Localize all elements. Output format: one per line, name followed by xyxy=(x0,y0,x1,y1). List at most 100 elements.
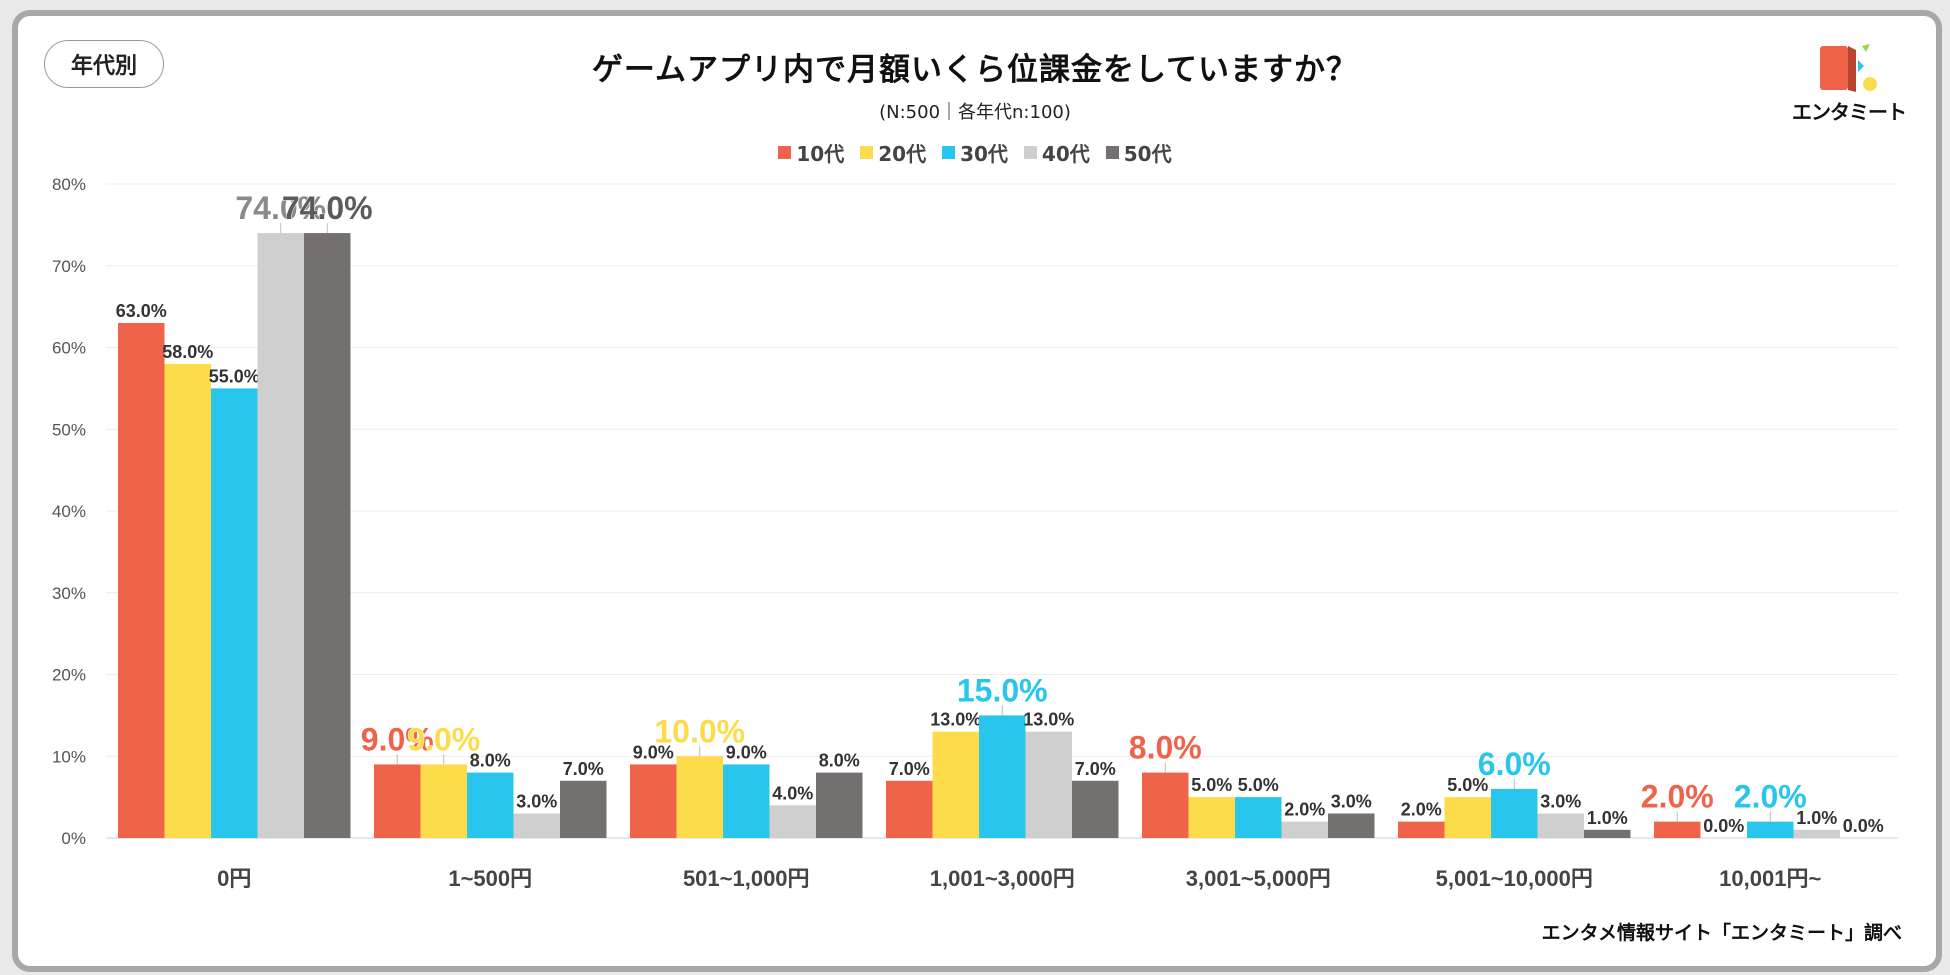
chart-subtitle: (N:500｜各年代n:100) xyxy=(879,102,1071,123)
source-note: エンタメ情報サイト「エンタミート」調べ xyxy=(1541,922,1902,944)
legend-label: 10代 xyxy=(796,142,845,166)
data-label: 3.0% xyxy=(1331,791,1372,811)
data-label: 2.0% xyxy=(1641,779,1714,815)
legend-label: 50代 xyxy=(1123,142,1172,166)
data-label: 4.0% xyxy=(772,783,813,803)
data-label: 58.0% xyxy=(162,342,213,362)
bar xyxy=(1747,821,1794,838)
data-label: 74.0% xyxy=(282,190,373,226)
legend: 10代 20代 30代 40代 50代 xyxy=(0,138,1950,167)
category-label: 10,001円~ xyxy=(1719,866,1821,891)
legend-label: 40代 xyxy=(1041,142,1090,166)
bar xyxy=(211,388,258,838)
legend-swatch xyxy=(1023,146,1037,159)
legend-label: 30代 xyxy=(960,142,1008,166)
data-label: 74.0% xyxy=(235,190,326,226)
chart-title: ゲームアプリ内で月額いくら位課金をしていますか？ xyxy=(591,52,1359,88)
category-label: 1,001~3,000円 xyxy=(930,866,1075,891)
data-label: 8.0% xyxy=(470,751,511,771)
data-label: 6.0% xyxy=(1478,746,1551,782)
category-label: 5,001~10,000円 xyxy=(1436,866,1593,891)
bar xyxy=(1328,813,1375,838)
data-label: 13.0% xyxy=(930,710,981,730)
data-label: 3.0% xyxy=(516,791,557,811)
category-label: 501~1,000円 xyxy=(683,866,810,891)
data-label: 0.0% xyxy=(1843,816,1884,836)
y-tick-label: 70% xyxy=(52,257,86,276)
data-label: 0.0% xyxy=(1703,816,1744,836)
data-label: 63.0% xyxy=(116,301,167,321)
legend-label: 20代 xyxy=(878,142,927,166)
y-tick-label: 0% xyxy=(61,829,86,848)
data-label: 13.0% xyxy=(1023,710,1074,730)
category-label: 1~500円 xyxy=(448,866,532,891)
bar xyxy=(979,715,1026,838)
bar xyxy=(257,233,304,839)
data-label: 7.0% xyxy=(1075,759,1116,779)
data-label: 55.0% xyxy=(209,366,260,386)
bar xyxy=(1188,797,1235,838)
bar xyxy=(467,772,514,838)
bar xyxy=(676,756,723,838)
bar xyxy=(1281,821,1328,838)
data-label: 10.0% xyxy=(654,713,745,749)
legend-item-10s: 10代 xyxy=(778,138,844,167)
y-tick-label: 20% xyxy=(52,666,86,685)
category-label: 0円 xyxy=(217,866,251,891)
y-tick-label: 50% xyxy=(52,420,86,439)
bar xyxy=(723,764,770,838)
legend-swatch xyxy=(778,146,792,159)
y-tick-label: 10% xyxy=(52,747,86,766)
data-label: 15.0% xyxy=(957,672,1048,708)
bar xyxy=(1444,797,1491,838)
bar xyxy=(304,233,351,839)
data-label: 1.0% xyxy=(1796,808,1837,828)
data-label: 9.0% xyxy=(633,742,674,762)
y-tick-label: 80% xyxy=(52,175,86,194)
data-label: 3.0% xyxy=(1540,791,1581,811)
bar xyxy=(769,805,816,838)
data-label: 9.0% xyxy=(361,721,434,757)
bar xyxy=(118,322,165,839)
age-group-badge: 年代別 xyxy=(44,40,164,88)
y-tick-label: 30% xyxy=(52,584,86,603)
data-label: 8.0% xyxy=(1129,730,1202,766)
bar xyxy=(560,780,607,838)
legend-item-50s: 50代 xyxy=(1105,138,1172,167)
y-tick-label: 60% xyxy=(52,339,86,358)
data-label: 9.0% xyxy=(407,721,480,757)
bar xyxy=(1235,797,1282,838)
bar xyxy=(420,764,467,838)
entameet-logo-icon xyxy=(1820,44,1877,92)
data-label: 5.0% xyxy=(1238,775,1279,795)
data-label: 5.0% xyxy=(1191,775,1232,795)
bar xyxy=(1793,829,1840,838)
bar xyxy=(932,731,979,838)
legend-swatch xyxy=(860,146,874,159)
data-label: 2.0% xyxy=(1401,800,1442,820)
legend-item-20s: 20代 xyxy=(860,138,926,167)
bar xyxy=(1398,821,1445,838)
category-label: 3,001~5,000円 xyxy=(1186,866,1331,891)
logo-wordmark: エンタミート xyxy=(1792,100,1907,124)
data-label: 5.0% xyxy=(1447,775,1488,795)
data-label: 8.0% xyxy=(819,751,860,771)
legend-swatch xyxy=(942,146,956,159)
data-label: 7.0% xyxy=(889,759,930,779)
bar xyxy=(816,772,863,838)
data-label: 1.0% xyxy=(1587,808,1628,828)
bar xyxy=(1025,731,1072,838)
bar xyxy=(886,780,933,838)
data-label: 7.0% xyxy=(563,759,604,779)
bar xyxy=(1142,772,1189,838)
legend-swatch xyxy=(1105,146,1119,159)
bar xyxy=(164,363,211,838)
bar xyxy=(1537,813,1584,838)
legend-item-30s: 30代 xyxy=(942,138,1008,167)
bar xyxy=(1072,780,1119,838)
bar xyxy=(1584,829,1631,838)
legend-item-40s: 40代 xyxy=(1023,138,1090,167)
y-tick-label: 40% xyxy=(52,502,86,521)
bar xyxy=(1654,821,1701,838)
bar xyxy=(630,764,677,838)
